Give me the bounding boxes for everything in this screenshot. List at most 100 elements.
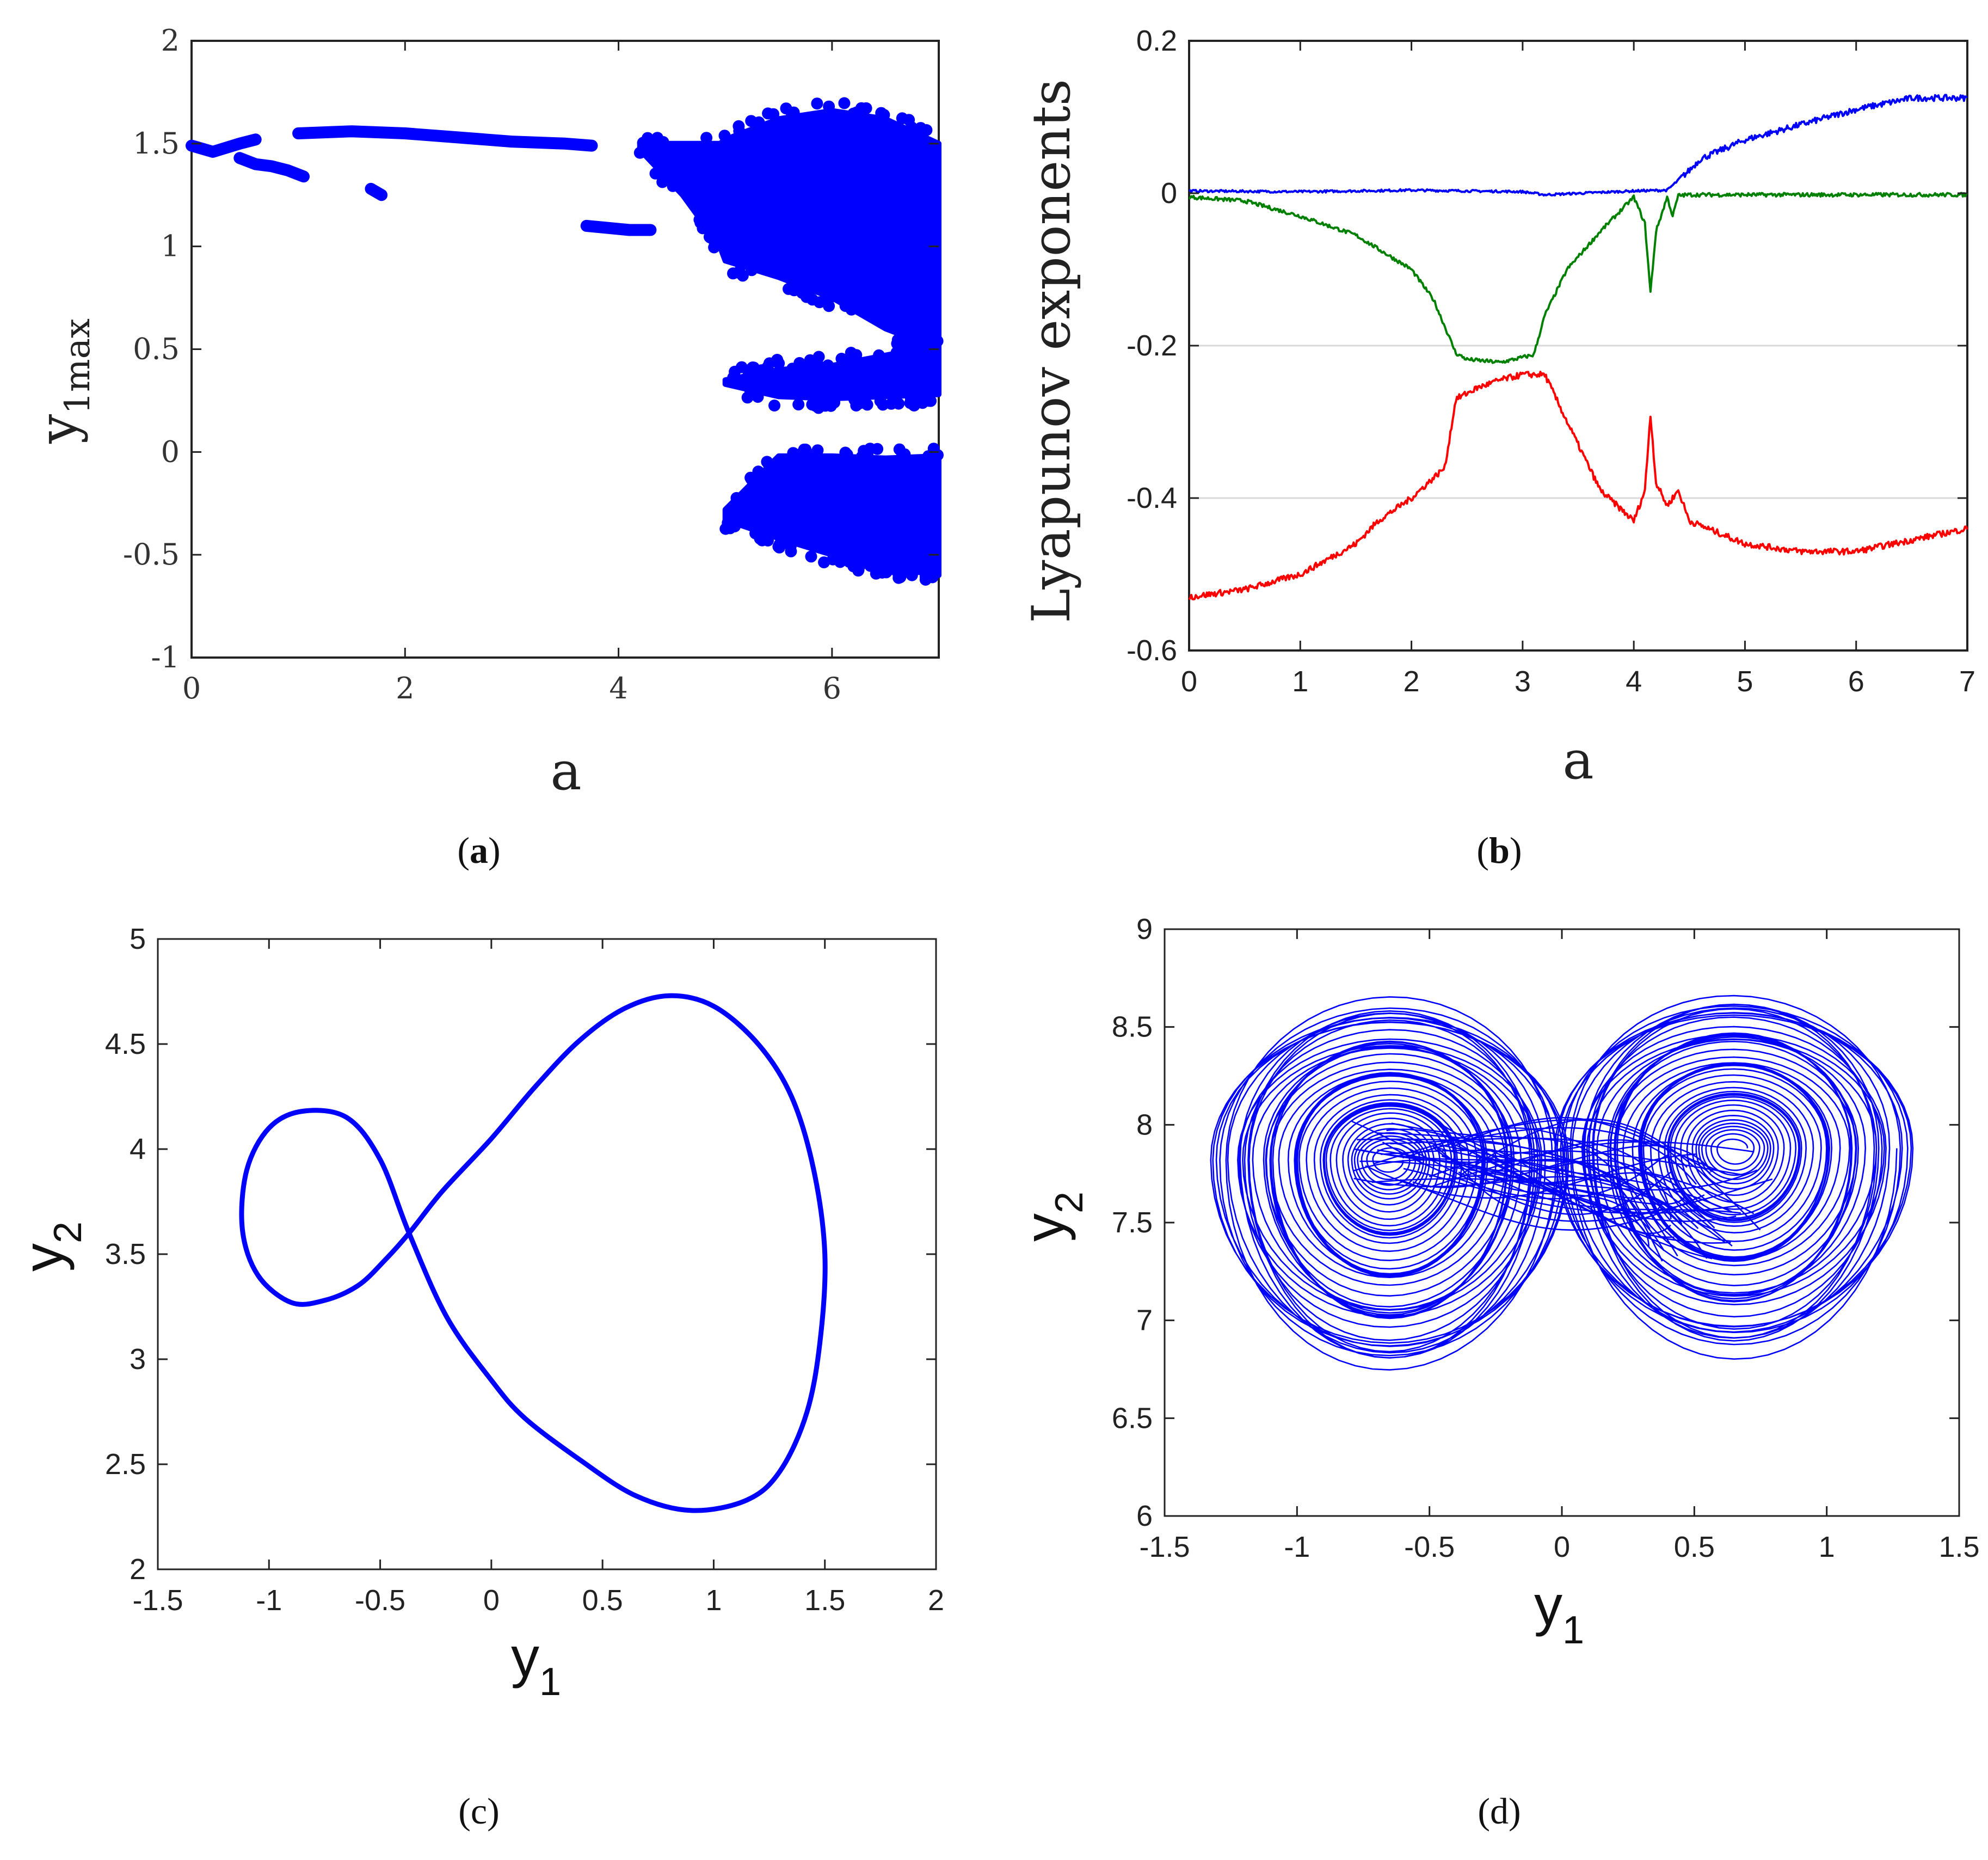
bifurcation-point — [835, 353, 848, 365]
panel-a-y-label-main: y — [28, 414, 89, 444]
bifurcation-point — [873, 349, 885, 361]
lyapunov-series-le3 — [1188, 371, 1968, 600]
bifurcation-point — [634, 146, 647, 159]
attractor-lobe-right — [1554, 995, 1914, 1360]
y-tick-label: 1.5 — [133, 126, 180, 161]
x-tick-label: 0 — [182, 671, 201, 705]
bifurcation-point — [875, 107, 888, 119]
bifurcation-point — [718, 130, 731, 142]
y-tick-label: 8 — [1136, 1108, 1153, 1141]
bifurcation-point — [752, 391, 764, 403]
x-tick-label: 0 — [483, 1584, 500, 1617]
y-tick-label: -0.4 — [1127, 482, 1177, 514]
x-tick-label: 0.5 — [582, 1584, 623, 1617]
attractor-crossing-trajectory — [1449, 1137, 1661, 1214]
bifurcation-point — [761, 456, 774, 469]
y-tick-label: -0.5 — [123, 537, 180, 572]
attractor-crossing-trajectory — [1429, 1150, 1744, 1177]
x-tick-label: 0.5 — [1674, 1531, 1715, 1563]
bifurcation-point — [864, 560, 877, 572]
bifurcation-point — [642, 132, 654, 144]
lyapunov-series-le1 — [1189, 94, 1968, 197]
x-tick-label: 1.5 — [804, 1584, 845, 1617]
x-tick-label: 6 — [1848, 665, 1864, 698]
panel-d-x-label-sub: 1 — [1562, 1609, 1584, 1652]
bifurcation-point — [749, 527, 762, 539]
bifurcation-point — [805, 550, 817, 563]
bifurcation-point — [733, 120, 745, 132]
bifurcation-point — [803, 285, 815, 298]
bifurcation-point — [730, 492, 743, 504]
x-tick-label: 4 — [1626, 665, 1642, 698]
bifurcation-point — [904, 392, 917, 404]
bifurcation-point — [839, 300, 852, 312]
bifurcation-point — [885, 397, 897, 410]
bifurcation-point — [891, 337, 903, 350]
bifurcation-point — [752, 465, 765, 478]
panel-d-y-ticks: 6 6.5 7 7.5 8 8.5 9 — [1112, 913, 1959, 1532]
panel-c-data — [239, 993, 828, 1513]
x-tick-label: 5 — [1737, 665, 1753, 698]
attractor-crossing-trajectory — [1353, 1148, 1755, 1214]
attractor-crossing-trajectory — [1461, 1127, 1733, 1247]
bifurcation-point — [841, 449, 853, 461]
panel-a-data — [186, 97, 944, 586]
bifurcation-point — [746, 264, 758, 277]
y-tick-label: 3.5 — [105, 1238, 146, 1270]
bifurcation-point — [912, 336, 925, 348]
bifurcation-point — [860, 102, 872, 114]
panel-c-plot-frame — [157, 938, 937, 1570]
bifurcation-branch — [292, 125, 598, 152]
attractor-crossing-trajectory — [1359, 1161, 1685, 1205]
bifurcation-point — [927, 339, 940, 352]
bifurcation-branch — [365, 182, 388, 201]
attractor-crossing-trajectory — [1475, 1157, 1737, 1223]
panel-a-x-label: a — [550, 741, 581, 802]
bifurcation-point — [828, 396, 841, 409]
panel-b-y-ticks: -0.6 -0.4 -0.2 0 0.2 — [1127, 24, 1967, 667]
panel-b-y-label: Lyapunov exponents — [1021, 79, 1082, 623]
x-tick-label: 0 — [1554, 1531, 1570, 1563]
x-tick-label: -1 — [1284, 1531, 1310, 1563]
bifurcation-point — [762, 535, 774, 547]
bifurcation-point — [694, 217, 707, 229]
bifurcation-point — [804, 354, 816, 366]
bifurcation-point — [656, 176, 669, 188]
bifurcation-point — [708, 241, 721, 254]
panel-b-x-ticks: 0 1 2 3 4 5 6 7 — [1181, 41, 1975, 698]
attractor-crossing-trajectory — [1403, 1168, 1738, 1214]
bifurcation-point — [850, 349, 863, 361]
bifurcation-point — [798, 443, 810, 456]
x-tick-label: 1 — [1292, 665, 1308, 698]
bifurcation-point — [927, 443, 940, 455]
bifurcation-branch — [233, 152, 310, 183]
bifurcation-point — [768, 400, 780, 412]
panel-d-y-label-main: y — [1013, 1213, 1076, 1242]
y-tick-label: 6 — [1136, 1500, 1153, 1532]
attractor-crossing-trajectory — [1430, 1141, 1755, 1188]
bifurcation-point — [811, 444, 824, 457]
x-tick-label: 4 — [609, 671, 627, 705]
y-tick-label: 1 — [161, 229, 180, 263]
bifurcation-point — [657, 136, 669, 148]
attractor-crossing-trajectory — [1353, 1176, 1726, 1243]
bifurcation-point — [823, 100, 835, 113]
panel-d-y-label: y2 — [1013, 1192, 1091, 1242]
y-tick-label: 5 — [130, 923, 146, 955]
bifurcation-point — [792, 398, 805, 411]
panel-b-x-label: a — [1562, 730, 1593, 791]
bifurcation-point — [753, 116, 765, 128]
panel-d-phase-portrait-chaotic: -1.5 -1 -0.5 0 0.5 1 1.5 66.577.588.59 y1 y2 (… — [1013, 913, 1980, 1832]
y-tick-label: 4 — [130, 1133, 146, 1165]
bifurcation-point — [890, 346, 903, 359]
attractor-crossing-trajectory — [1453, 1157, 1773, 1222]
limit-cycle-curve — [239, 993, 828, 1513]
attractor-crossing-trajectory — [1371, 1169, 1758, 1191]
y-tick-label: 3 — [130, 1343, 146, 1376]
bifurcation-point — [806, 398, 818, 411]
x-tick-label: 2 — [1404, 665, 1420, 698]
bifurcation-point — [704, 231, 717, 244]
y-tick-label: 2.5 — [105, 1448, 146, 1481]
x-tick-label: 6 — [823, 671, 841, 705]
y-tick-label: 0.5 — [133, 332, 180, 366]
